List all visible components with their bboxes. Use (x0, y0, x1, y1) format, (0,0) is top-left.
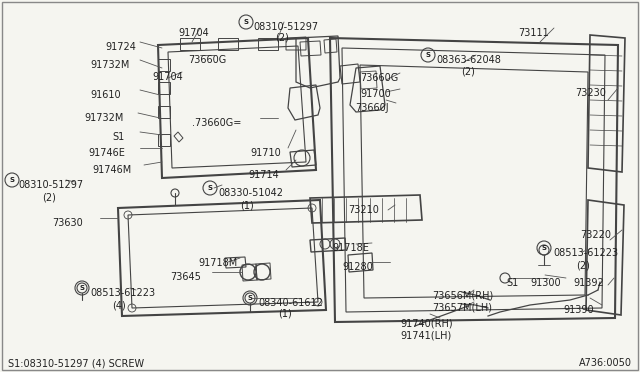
Text: 91700: 91700 (360, 89, 391, 99)
Text: S: S (541, 245, 547, 251)
Text: 08330-51042: 08330-51042 (218, 188, 283, 198)
Text: 73645: 73645 (170, 272, 201, 282)
Text: 91704: 91704 (152, 72, 183, 82)
Text: 73220: 73220 (580, 230, 611, 240)
Text: 91732M: 91732M (84, 113, 124, 123)
Text: 91746E: 91746E (88, 148, 125, 158)
Text: 08513-61223: 08513-61223 (90, 288, 155, 298)
Text: 91746M: 91746M (92, 165, 131, 175)
Text: 91300: 91300 (530, 278, 561, 288)
Text: 91704: 91704 (178, 28, 209, 38)
Text: (2): (2) (461, 67, 475, 77)
Text: S: S (243, 19, 248, 25)
Text: 91732M: 91732M (90, 60, 129, 70)
Text: 91741(LH): 91741(LH) (400, 330, 451, 340)
Text: S: S (79, 285, 84, 291)
Text: 73657M(LH): 73657M(LH) (432, 302, 492, 312)
Text: 73660J: 73660J (355, 103, 388, 113)
Text: 91390: 91390 (563, 305, 594, 315)
Text: (2): (2) (576, 260, 590, 270)
Text: 73656M(RH): 73656M(RH) (432, 290, 493, 300)
Text: 08363-62048: 08363-62048 (436, 55, 501, 65)
Text: S1: S1 (506, 278, 518, 288)
Text: (1): (1) (240, 200, 253, 210)
Text: 73230: 73230 (575, 88, 606, 98)
Text: 73630: 73630 (52, 218, 83, 228)
Text: (4): (4) (112, 300, 125, 310)
Text: 91740(RH): 91740(RH) (400, 318, 452, 328)
Text: S: S (248, 295, 253, 301)
Text: S: S (10, 177, 15, 183)
Text: 91280: 91280 (342, 262, 372, 272)
Text: 73660G: 73660G (360, 73, 398, 83)
Text: S1: S1 (112, 132, 124, 142)
Text: 91392: 91392 (573, 278, 604, 288)
Text: 91610: 91610 (90, 90, 120, 100)
Text: (2): (2) (42, 192, 56, 202)
Text: S1:08310-51297 (4) SCREW: S1:08310-51297 (4) SCREW (8, 358, 144, 368)
Text: 91724: 91724 (105, 42, 136, 52)
Text: 91710: 91710 (250, 148, 281, 158)
Text: 08340-61612: 08340-61612 (258, 298, 323, 308)
Text: 73111: 73111 (518, 28, 548, 38)
Text: 08513-61223: 08513-61223 (553, 248, 618, 258)
Text: (1): (1) (278, 309, 292, 319)
Text: 73660G: 73660G (188, 55, 227, 65)
Text: S: S (207, 185, 212, 191)
Text: 73210: 73210 (348, 205, 379, 215)
Text: S: S (426, 52, 431, 58)
Text: .73660G=: .73660G= (192, 118, 241, 128)
Text: 08310-51297: 08310-51297 (18, 180, 83, 190)
Text: 91718M: 91718M (198, 258, 237, 268)
Text: (2): (2) (275, 33, 289, 43)
Text: 91714: 91714 (248, 170, 279, 180)
Text: 91718E: 91718E (332, 243, 369, 253)
Text: 08310-51297: 08310-51297 (253, 22, 318, 32)
Text: A736:0050: A736:0050 (579, 358, 632, 368)
